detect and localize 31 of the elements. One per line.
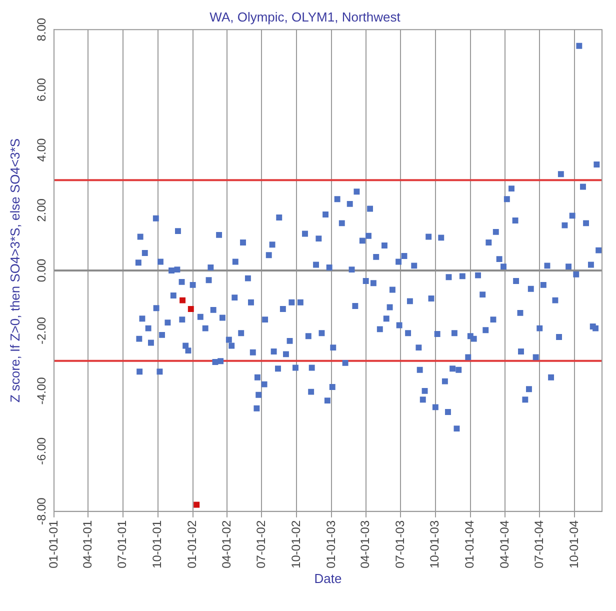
- x-axis-title: Date: [314, 570, 342, 586]
- x-tick-label: 07-01-01: [115, 520, 130, 568]
- x-tick-label: 10-01-03: [428, 520, 442, 568]
- x-tick-label: 01-01-04: [462, 520, 477, 568]
- x-tick-label: 10-01-04: [566, 520, 581, 568]
- y-tick-label: 4.00: [34, 138, 48, 162]
- x-tick-label: 07-01-02: [254, 520, 268, 568]
- y-tick-label: 0.00: [34, 258, 48, 282]
- x-tick-label: 10-01-01: [150, 520, 164, 568]
- x-tick-label: 01-01-01: [46, 520, 60, 568]
- x-tick-label: 04-01-02: [219, 520, 234, 568]
- y-tick-label: -6.00: [34, 437, 48, 465]
- y-tick-label: 2.00: [34, 198, 48, 222]
- x-tick-label: 01-01-02: [185, 520, 200, 568]
- x-tick-label: 07-01-04: [532, 520, 546, 568]
- chart-title: WA, Olympic, OLYM1, Northwest: [210, 9, 401, 24]
- point: [188, 306, 194, 312]
- y-tick-label: -4.00: [34, 376, 48, 405]
- x-tick-label: 04-01-04: [497, 520, 512, 568]
- x-tick-label: 04-01-03: [358, 520, 372, 568]
- y-tick-label: -8.00: [34, 497, 48, 526]
- x-tick-label: 04-01-01: [80, 520, 95, 568]
- x-tick-label: 01-01-03: [324, 520, 338, 568]
- y-tick-label: -2.00: [34, 316, 48, 344]
- x-tick-label: 10-01-02: [288, 520, 303, 568]
- y-axis-title: Z score, If Z>0, then SO4>3*S, else SO4<3*S: [7, 138, 22, 403]
- point: [180, 297, 186, 304]
- y-tick-label: 8.00: [34, 18, 48, 42]
- y-tick-label: 6.00: [34, 78, 48, 102]
- point: [194, 502, 200, 508]
- x-tick-label: 07-01-03: [392, 520, 407, 568]
